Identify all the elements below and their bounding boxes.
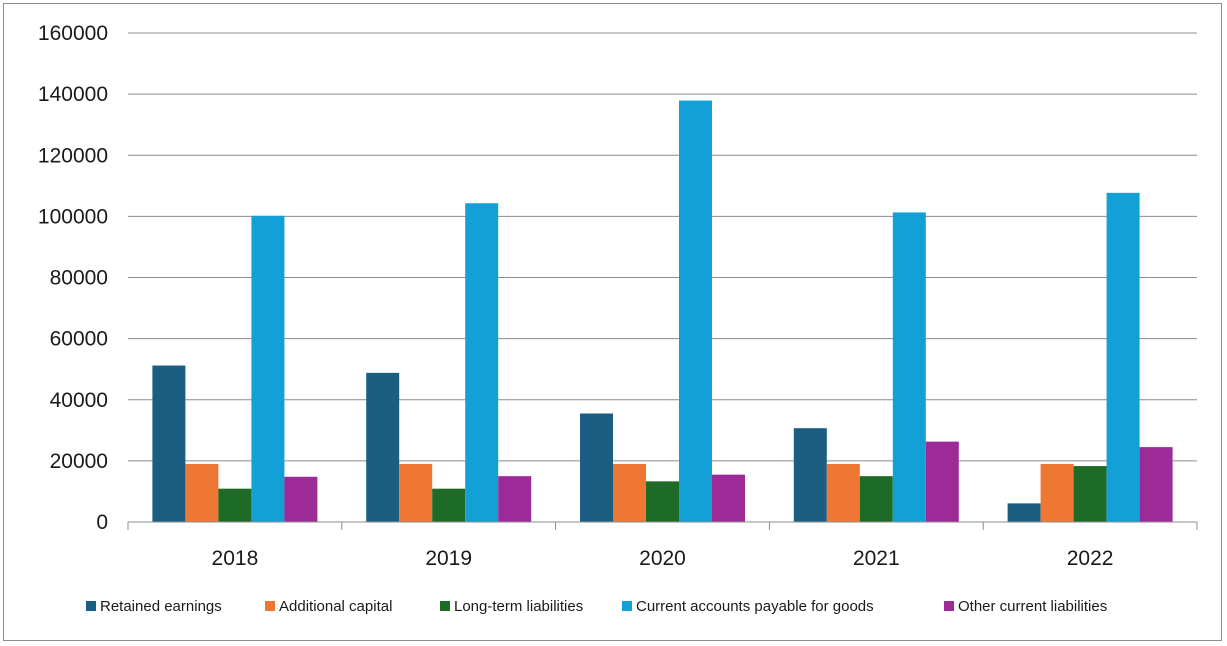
bars — [152, 100, 1173, 523]
y-tick-label: 120000 — [38, 144, 108, 167]
bar — [185, 463, 219, 522]
bar — [646, 481, 679, 522]
x-tick-label: 2018 — [212, 547, 259, 570]
legend-swatch — [440, 601, 450, 611]
bar — [465, 203, 499, 522]
legend: Retained earnings Additional capital Long-… — [86, 598, 1107, 615]
bar — [284, 476, 318, 522]
bar — [613, 463, 646, 522]
y-tick-label: 160000 — [38, 22, 108, 45]
bar — [218, 488, 252, 522]
bar — [251, 215, 285, 523]
legend-label: Other current liabilities — [958, 598, 1107, 615]
bar — [859, 476, 893, 522]
chart-area — [3, 3, 1222, 641]
x-axis: 2018 2019 2020 2021 2022 — [127, 521, 1198, 570]
legend-item: Retained earnings — [86, 598, 222, 615]
bar — [498, 476, 532, 522]
bar — [1139, 447, 1173, 522]
y-tick-label: 40000 — [50, 389, 108, 412]
bar — [1007, 503, 1041, 522]
legend-swatch — [265, 601, 275, 611]
bar — [580, 413, 613, 522]
bar — [679, 100, 712, 522]
bar — [399, 463, 433, 522]
bar — [1106, 192, 1140, 523]
legend-label: Retained earnings — [100, 598, 222, 615]
bar — [1040, 463, 1074, 522]
y-tick-label: 60000 — [50, 328, 108, 351]
y-tick-label: 20000 — [50, 450, 108, 473]
legend-label: Additional capital — [279, 598, 392, 615]
y-tick-label: 80000 — [50, 267, 108, 290]
legend-item: Long-term liabilities — [440, 598, 583, 615]
legend-label: Long-term liabilities — [454, 598, 583, 615]
x-tick-label: 2021 — [853, 547, 900, 570]
legend-swatch — [86, 601, 96, 611]
y-tick-label: 140000 — [38, 83, 108, 106]
bar — [712, 474, 745, 522]
bar — [432, 488, 466, 522]
bar — [793, 428, 827, 522]
gridlines — [128, 32, 1197, 462]
bar — [1073, 466, 1107, 522]
y-tick-label: 100000 — [38, 205, 108, 228]
legend-item: Current accounts payable for goods — [622, 598, 874, 615]
bar — [366, 372, 400, 522]
legend-swatch — [944, 601, 954, 611]
bar — [925, 441, 959, 522]
legend-label: Current accounts payable for goods — [636, 598, 874, 615]
x-tick-label: 2019 — [425, 547, 472, 570]
bar — [152, 365, 186, 522]
bar — [826, 463, 860, 522]
legend-item: Additional capital — [265, 598, 392, 615]
y-axis: 0 20000 40000 60000 80000 100000 120000 140000 1… — [38, 22, 108, 534]
y-tick-label: 0 — [96, 511, 108, 534]
x-tick-label: 2022 — [1067, 547, 1114, 570]
legend-swatch — [622, 601, 632, 611]
bar — [892, 212, 926, 523]
x-tick-label: 2020 — [639, 547, 686, 570]
legend-item: Other current liabilities — [944, 598, 1107, 615]
